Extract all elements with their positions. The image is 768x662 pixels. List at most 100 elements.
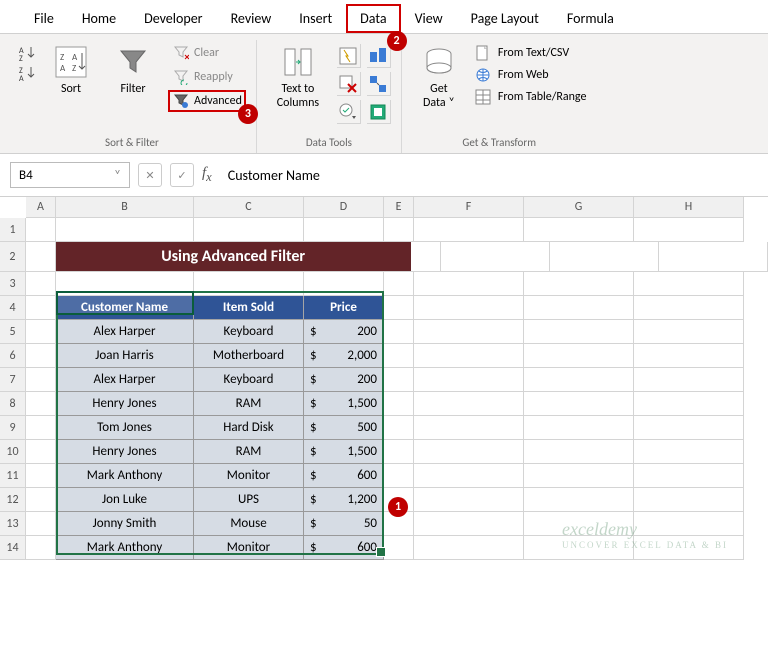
cell-H14[interactable]	[634, 536, 744, 560]
cell-E7[interactable]	[384, 368, 414, 392]
tab-page-layout[interactable]: Page Layout	[457, 4, 553, 33]
table-row-price-1[interactable]: $2,000	[304, 344, 384, 368]
tab-review[interactable]: Review	[217, 4, 286, 33]
cell-G1[interactable]	[524, 218, 634, 242]
row-header-14[interactable]: 14	[0, 536, 26, 560]
cell-C1[interactable]	[194, 218, 304, 242]
cell-F3[interactable]	[414, 272, 524, 296]
table-row-name-7[interactable]: Jon Luke	[56, 488, 194, 512]
fx-icon[interactable]: fx	[202, 165, 212, 185]
cell-A7[interactable]	[26, 368, 56, 392]
table-row-price-0[interactable]: $200	[304, 320, 384, 344]
cell-E2[interactable]	[411, 242, 441, 272]
table-row-price-6[interactable]: $600	[304, 464, 384, 488]
relationships-icon[interactable]	[367, 72, 391, 96]
table-row-item-6[interactable]: Monitor	[194, 464, 304, 488]
cell-G12[interactable]	[524, 488, 634, 512]
clear-button[interactable]: Clear	[168, 42, 246, 64]
sort-asc-icon[interactable]: AZ	[18, 44, 36, 62]
cell-A6[interactable]	[26, 344, 56, 368]
table-row-price-7[interactable]: $1,200	[304, 488, 384, 512]
tab-view[interactable]: View	[401, 4, 457, 33]
filter-button[interactable]: Filter	[106, 40, 160, 96]
from-table-button[interactable]: From Table/Range	[474, 88, 587, 106]
cell-F12[interactable]	[414, 488, 524, 512]
cell-A4[interactable]	[26, 296, 56, 320]
cell-A14[interactable]	[26, 536, 56, 560]
cell-G4[interactable]	[524, 296, 634, 320]
cell-G2[interactable]	[550, 242, 659, 272]
cell-G13[interactable]	[524, 512, 634, 536]
cell-A11[interactable]	[26, 464, 56, 488]
cell-F7[interactable]	[414, 368, 524, 392]
get-data-button[interactable]: Get Data ˅	[412, 40, 466, 110]
table-row-price-2[interactable]: $200	[304, 368, 384, 392]
advanced-button[interactable]: Advanced 3	[168, 90, 246, 112]
col-C[interactable]: C	[194, 197, 304, 218]
cell-A8[interactable]	[26, 392, 56, 416]
table-row-price-3[interactable]: $1,500	[304, 392, 384, 416]
col-A[interactable]: A	[26, 197, 56, 218]
cell-F11[interactable]	[414, 464, 524, 488]
cell-D1[interactable]	[304, 218, 384, 242]
row-header-10[interactable]: 10	[0, 440, 26, 464]
cell-H10[interactable]	[634, 440, 744, 464]
cell-A13[interactable]	[26, 512, 56, 536]
name-box[interactable]: B4 ˅	[10, 162, 130, 188]
row-header-2[interactable]: 2	[0, 242, 26, 272]
text-to-columns-button[interactable]: Text to Columns	[267, 40, 329, 110]
cell-H1[interactable]	[634, 218, 744, 242]
col-E[interactable]: E	[384, 197, 414, 218]
table-row-price-9[interactable]: $600	[304, 536, 384, 560]
cell-G7[interactable]	[524, 368, 634, 392]
row-header-4[interactable]: 4	[0, 296, 26, 320]
cell-G10[interactable]	[524, 440, 634, 464]
cell-A1[interactable]	[26, 218, 56, 242]
cell-H8[interactable]	[634, 392, 744, 416]
confirm-icon[interactable]: ✓	[170, 163, 194, 187]
table-row-price-8[interactable]: $50	[304, 512, 384, 536]
cell-G8[interactable]	[524, 392, 634, 416]
row-header-1[interactable]: 1	[0, 218, 26, 242]
cell-F5[interactable]	[414, 320, 524, 344]
remove-duplicates-icon[interactable]	[337, 72, 361, 96]
cell-H7[interactable]	[634, 368, 744, 392]
cell-G9[interactable]	[524, 416, 634, 440]
cell-F8[interactable]	[414, 392, 524, 416]
row-header-6[interactable]: 6	[0, 344, 26, 368]
row-header-3[interactable]: 3	[0, 272, 26, 296]
cell-E6[interactable]	[384, 344, 414, 368]
table-row-name-8[interactable]: Jonny Smith	[56, 512, 194, 536]
cell-A2[interactable]	[26, 242, 56, 272]
col-B[interactable]: B	[56, 197, 194, 218]
flash-fill-icon[interactable]	[337, 44, 361, 68]
cell-F4[interactable]	[414, 296, 524, 320]
cell-F1[interactable]	[414, 218, 524, 242]
cell-E4[interactable]	[384, 296, 414, 320]
row-header-12[interactable]: 12	[0, 488, 26, 512]
cell-F13[interactable]	[414, 512, 524, 536]
row-header-7[interactable]: 7	[0, 368, 26, 392]
consolidate-icon[interactable]	[367, 44, 391, 68]
tab-developer[interactable]: Developer	[130, 4, 216, 33]
cell-F14[interactable]	[414, 536, 524, 560]
col-F[interactable]: F	[414, 197, 524, 218]
table-row-name-2[interactable]: Alex Harper	[56, 368, 194, 392]
cell-F2[interactable]	[441, 242, 550, 272]
cell-C3[interactable]	[194, 272, 304, 296]
col-G[interactable]: G	[524, 197, 634, 218]
cell-H5[interactable]	[634, 320, 744, 344]
table-header-0[interactable]: Customer Name	[56, 296, 194, 320]
table-row-item-7[interactable]: UPS	[194, 488, 304, 512]
cell-A5[interactable]	[26, 320, 56, 344]
cell-F6[interactable]	[414, 344, 524, 368]
cell-G3[interactable]	[524, 272, 634, 296]
table-row-item-0[interactable]: Keyboard	[194, 320, 304, 344]
row-header-5[interactable]: 5	[0, 320, 26, 344]
cell-E9[interactable]	[384, 416, 414, 440]
table-row-name-0[interactable]: Alex Harper	[56, 320, 194, 344]
tab-formula[interactable]: Formula	[553, 4, 628, 33]
cell-A12[interactable]	[26, 488, 56, 512]
table-row-price-5[interactable]: $1,500	[304, 440, 384, 464]
row-header-11[interactable]: 11	[0, 464, 26, 488]
